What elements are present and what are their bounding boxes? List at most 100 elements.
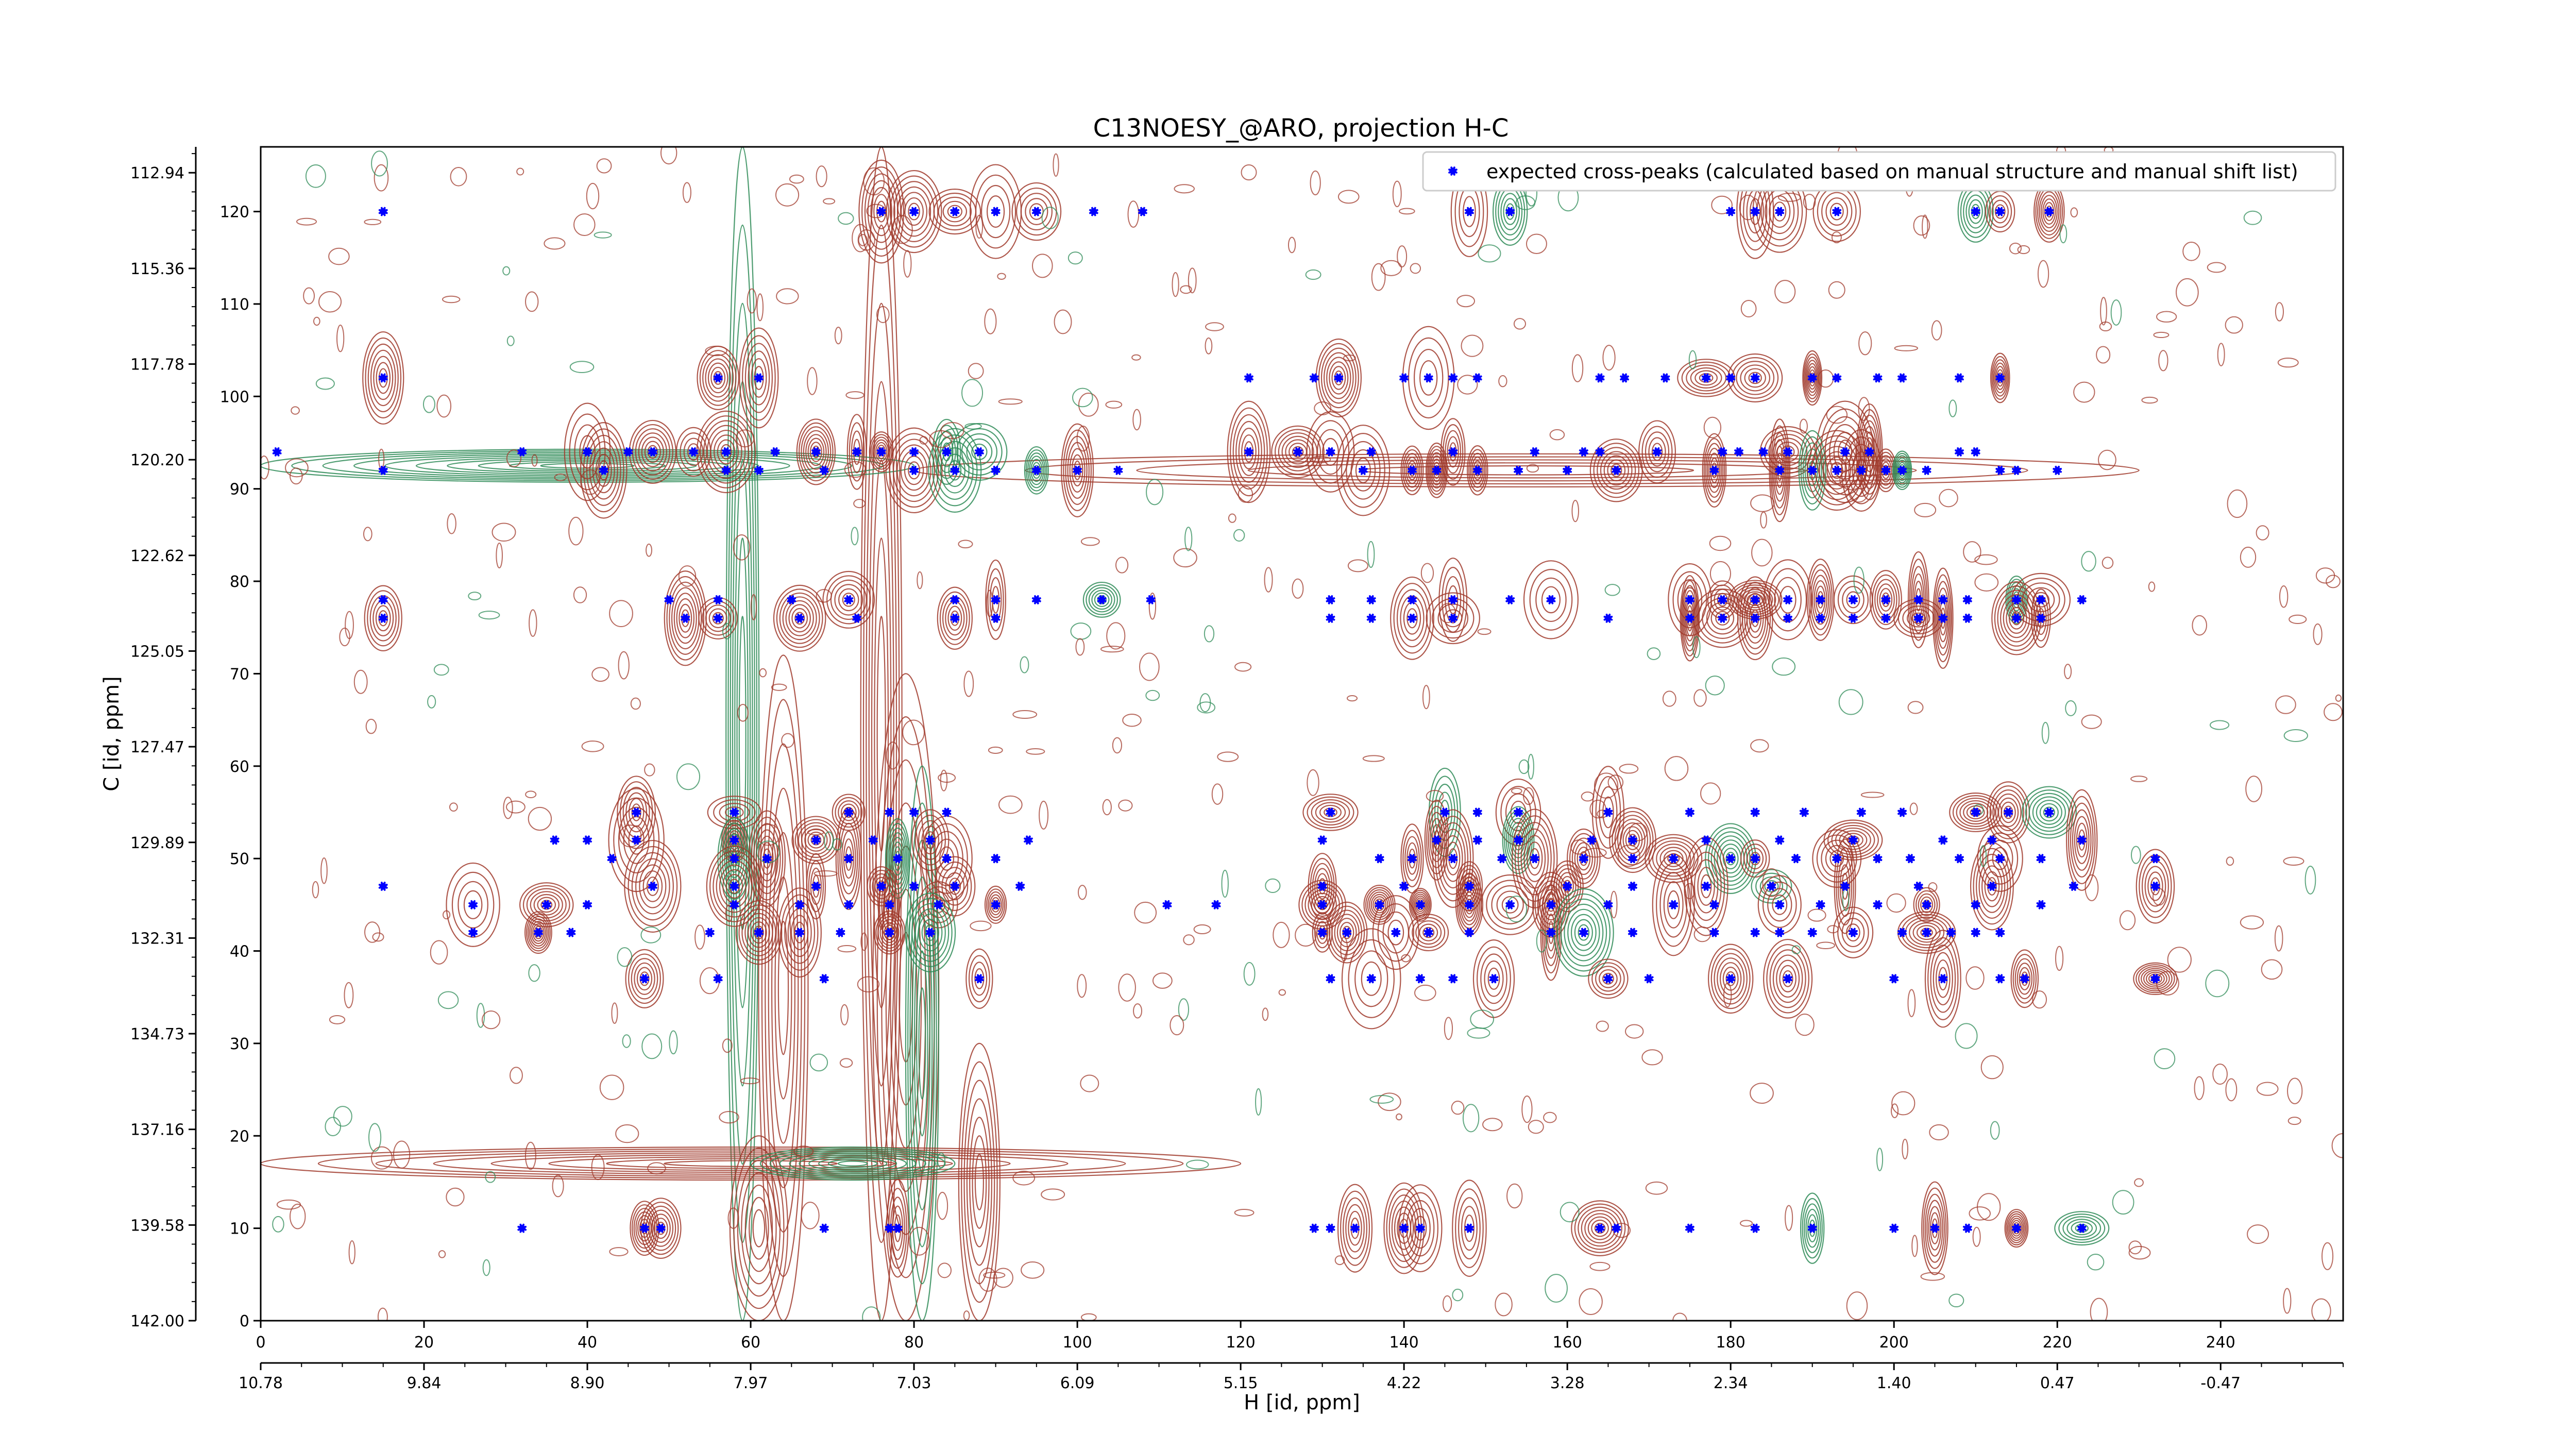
contour-peak <box>893 439 936 502</box>
noise-contour <box>325 1117 342 1136</box>
cross-peak-marker <box>378 373 388 383</box>
contour-peak <box>1458 881 1480 929</box>
contour-peak <box>1574 1203 1626 1253</box>
contour-peak <box>1227 400 1271 503</box>
contour-peak <box>751 921 767 944</box>
contour-peak <box>947 205 963 218</box>
cross-peak-marker <box>1873 900 1883 909</box>
contour-band <box>818 1157 888 1170</box>
contour-peak <box>1370 894 1388 916</box>
noise-contour <box>609 1247 629 1256</box>
noise-contour <box>1100 646 1124 653</box>
contour-peak <box>989 577 1002 622</box>
contour-peak <box>2010 1218 2023 1239</box>
contour-peak <box>1030 459 1043 482</box>
contour-peak <box>1591 766 1625 859</box>
contour-peak <box>1751 609 1759 627</box>
contour-peak <box>1920 896 1934 913</box>
contour-peak <box>1984 871 2000 902</box>
noise-contour <box>1078 393 1099 417</box>
cross-peak-marker <box>1415 900 1426 909</box>
contour-peak <box>2012 953 2037 1004</box>
contour-peak <box>1869 570 1902 630</box>
noise-contour <box>851 527 859 546</box>
contour-peak <box>2039 191 2060 232</box>
cross-peak-marker <box>1162 900 1172 909</box>
noise-contour <box>807 367 818 395</box>
contour-peak <box>1990 352 2010 403</box>
contour-peak <box>526 913 551 952</box>
contour-peak <box>624 839 682 933</box>
noise-contour <box>1589 799 1606 819</box>
contour-peak <box>1706 448 1722 493</box>
cross-peak-marker <box>1954 447 1964 457</box>
cross-peak-marker <box>2077 1223 2087 1233</box>
secondary-x-tick-label: 7.03 <box>897 1374 931 1392</box>
contour-peak <box>870 434 892 470</box>
noise-contour <box>1894 345 1919 351</box>
secondary-x-tick-label: 9.84 <box>407 1374 442 1392</box>
x-tick-label: 140 <box>1389 1334 1419 1352</box>
noise-contour <box>781 733 794 748</box>
cross-peak-marker <box>639 1223 650 1233</box>
cross-peak-marker <box>1995 465 2005 475</box>
noise-contour <box>814 870 838 877</box>
contour-peak <box>1751 869 1792 904</box>
contour-peak <box>533 894 560 916</box>
contour-peak <box>1285 439 1311 465</box>
contour-peak <box>1471 457 1484 484</box>
noise-contour <box>1080 1074 1099 1092</box>
contour-peak <box>1803 1203 1821 1253</box>
cross-peak-marker <box>599 465 608 475</box>
noise-contour <box>594 231 612 239</box>
contour-peak <box>1311 892 1334 917</box>
noise-contour <box>1039 800 1049 830</box>
contour-peak <box>1651 443 1663 461</box>
cross-peak-marker <box>582 447 592 457</box>
contour-peak <box>1281 435 1314 468</box>
contour-peak <box>1595 966 1621 992</box>
contour-peak <box>809 442 822 462</box>
noise-contour <box>1012 710 1038 719</box>
noise-contour <box>2128 1240 2142 1255</box>
contour-peak <box>1881 461 1891 479</box>
noise-contour <box>1928 882 1938 892</box>
noise-contour <box>2313 623 2323 645</box>
contour-peak <box>1088 587 1115 613</box>
cross-peak-marker <box>1750 928 1760 937</box>
noise-contour <box>2315 567 2335 584</box>
cross-peak-marker <box>1750 595 1760 605</box>
contour-peak <box>569 413 606 491</box>
contour-peak <box>1527 841 1543 876</box>
contour-peak <box>683 437 704 466</box>
noise-contour <box>318 291 342 313</box>
noise-contour <box>503 797 513 819</box>
contour-peak <box>908 898 953 967</box>
contour-peak <box>2003 805 2013 819</box>
contour-ridge <box>729 1135 788 1321</box>
noise-contour <box>1470 1009 1495 1029</box>
noise-contour <box>776 288 799 305</box>
cross-peak-marker <box>378 465 388 475</box>
cross-peak-marker <box>1317 835 1327 845</box>
cross-peak-marker <box>1832 207 1842 216</box>
contour-peak <box>1398 1184 1443 1273</box>
contour-ridge <box>911 876 933 1210</box>
noise-contour <box>2194 1076 2205 1100</box>
noise-contour <box>261 456 269 480</box>
noise-contour <box>1309 456 1331 463</box>
contour-peak <box>807 831 825 849</box>
contour-peak <box>905 892 956 973</box>
contour-peak <box>834 584 863 616</box>
contour-peak <box>1431 458 1442 482</box>
secondary-y-tick-label: 127.47 <box>130 738 184 756</box>
contour-peak <box>1921 1181 1948 1275</box>
noise-contour <box>378 448 385 469</box>
noise-contour <box>1826 406 1848 424</box>
secondary-y-tick-label: 132.31 <box>130 930 184 948</box>
contour-peak <box>2136 849 2175 924</box>
contour-peak <box>822 570 875 629</box>
noise-contour <box>1929 1124 1949 1140</box>
contour-peak <box>806 853 826 920</box>
